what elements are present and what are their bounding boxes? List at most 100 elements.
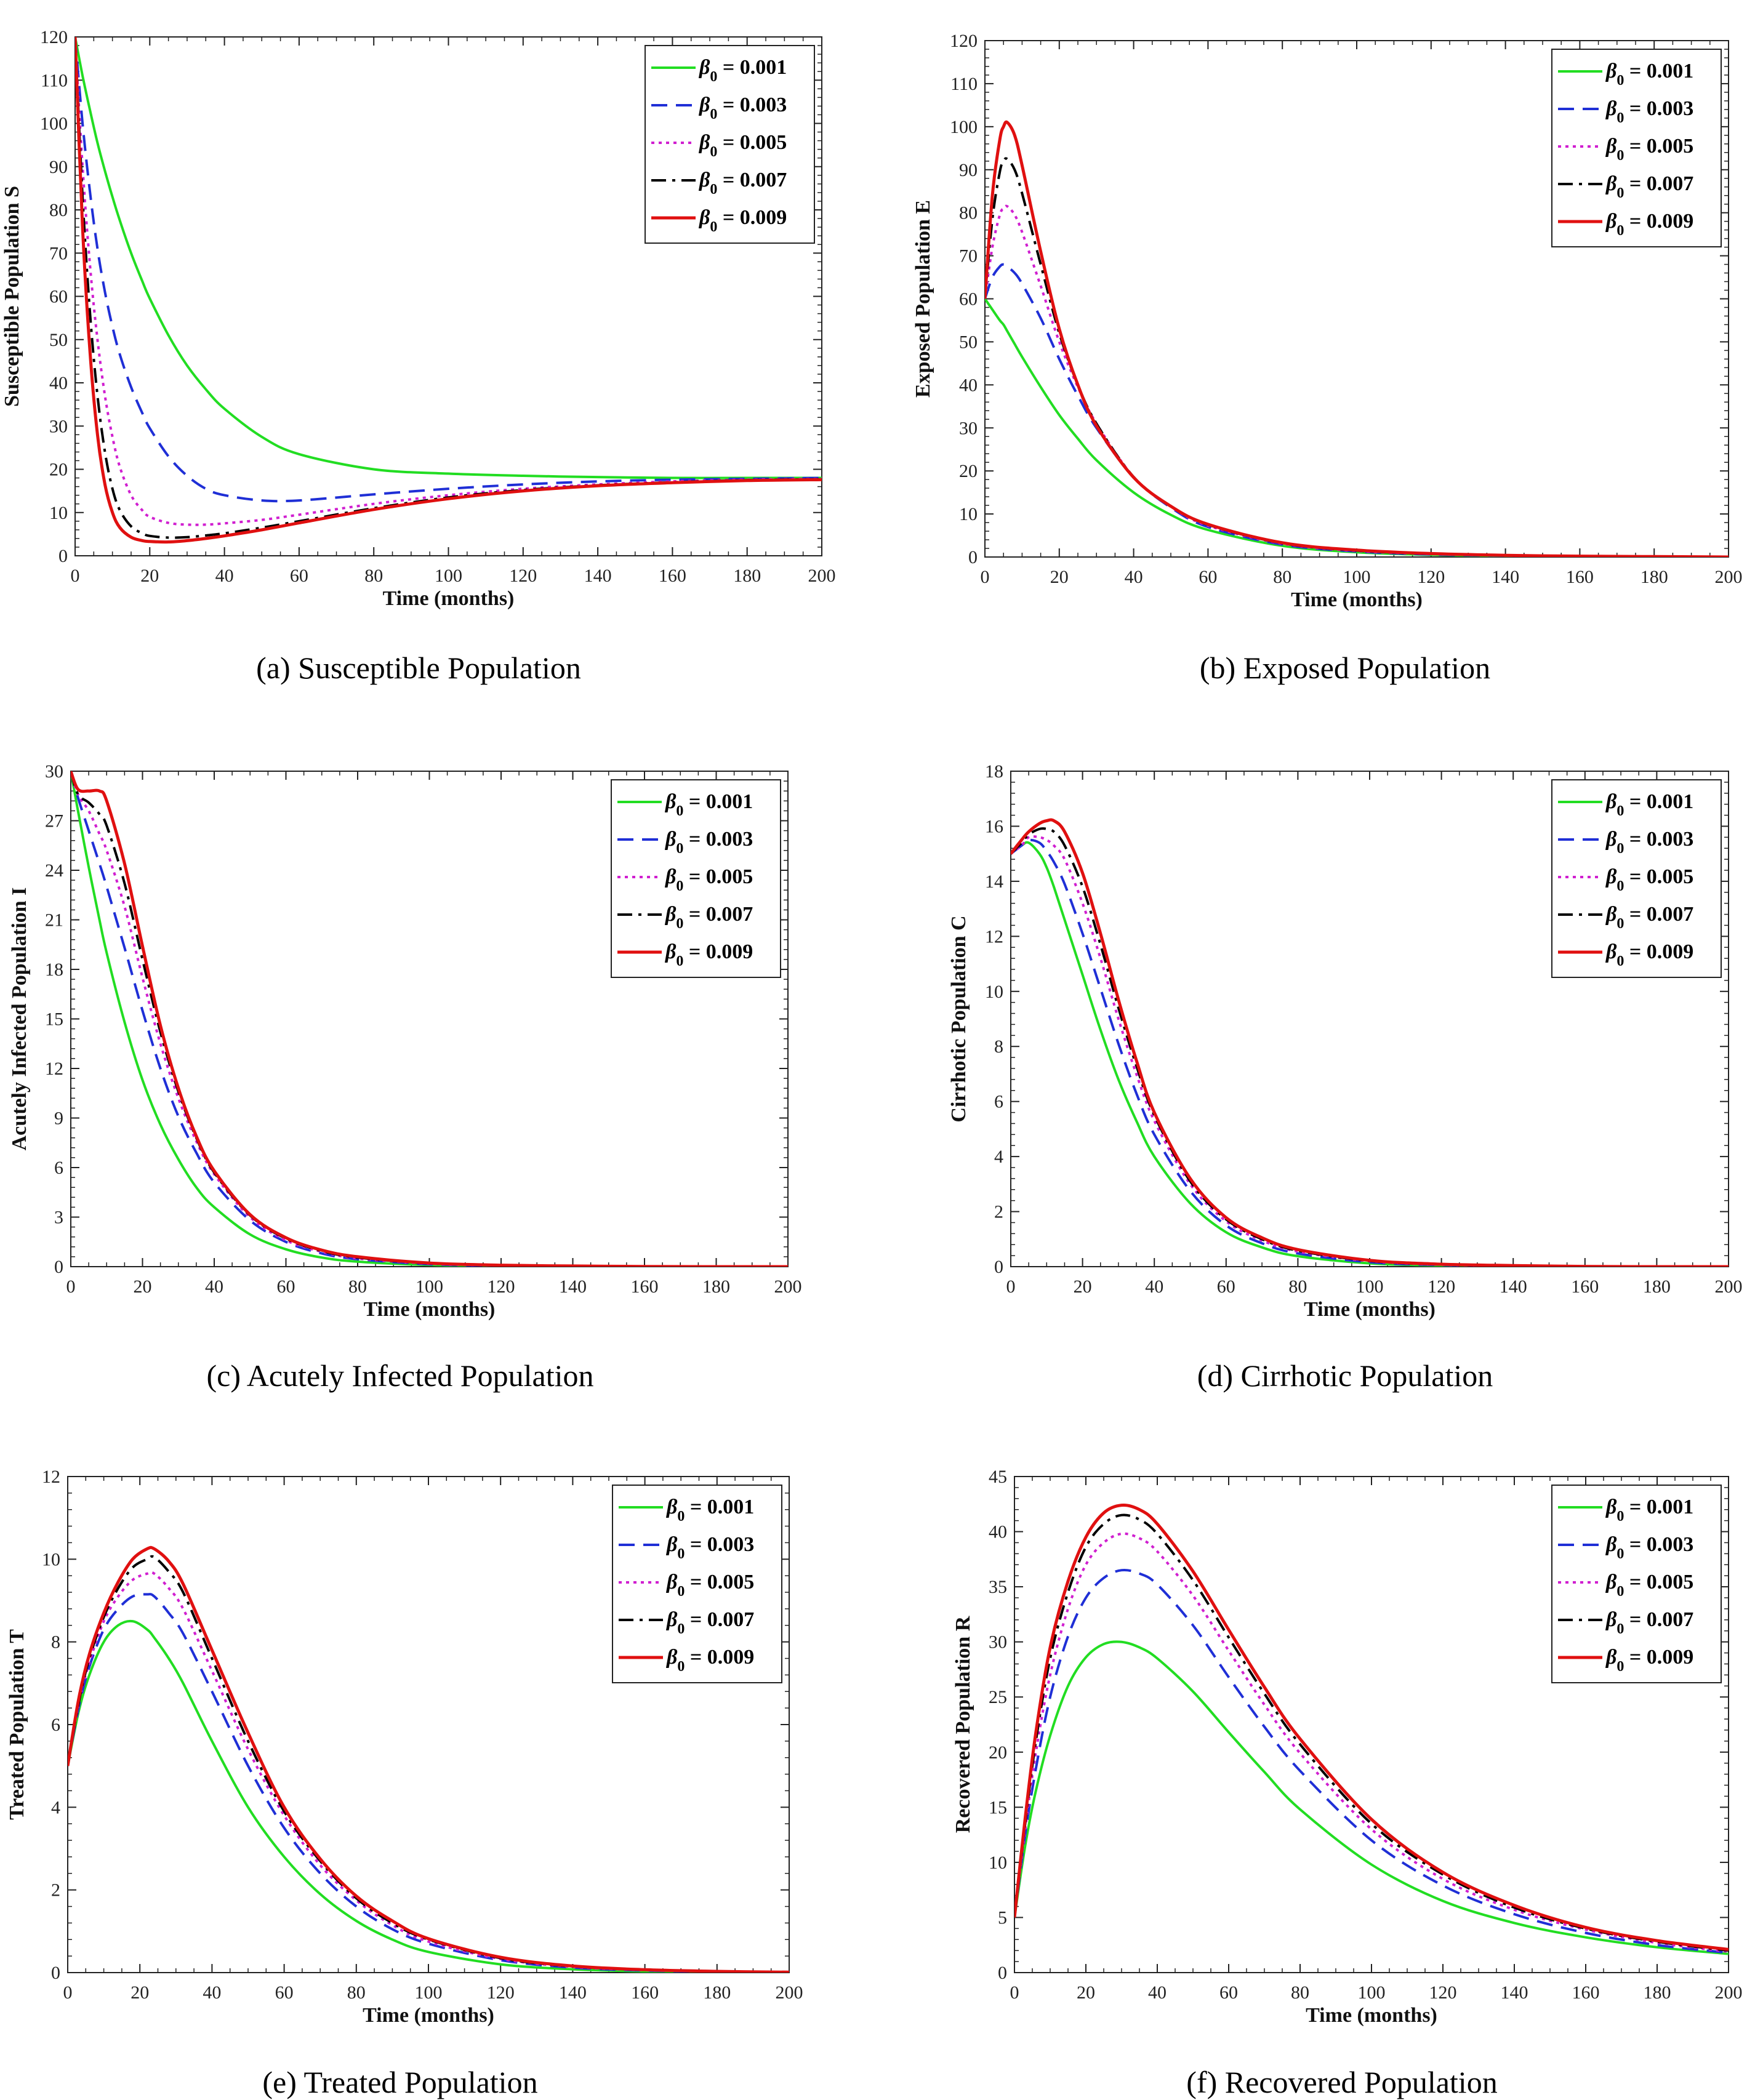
x-tick-label: 40 <box>1148 1982 1167 2003</box>
panel-treated: 0 20 40 60 80 100 120 140 160 180 200 0 2 4 6 8 10 12 Time… <box>6 1467 803 2027</box>
y-axis-label: Susceptible Population S <box>1 186 23 407</box>
legend-label-0.009: β0 = 0.009 <box>1605 210 1693 239</box>
legend-label-0.003: β0 = 0.003 <box>1605 1533 1693 1562</box>
x-tick-label: 140 <box>1492 567 1519 587</box>
x-tick-label: 180 <box>703 1982 731 2003</box>
x-tick-label: 120 <box>1429 1982 1457 2003</box>
legend-label-0.005: β0 = 0.005 <box>1605 1571 1693 1600</box>
x-tick-label: 120 <box>487 1982 515 2003</box>
x-tick-label: 160 <box>1571 1276 1599 1297</box>
series-line-beta-0.009 <box>68 1545 789 1973</box>
legend: β0 = 0.001 β0 = 0.003 β0 = 0.005 β0 = 0.007… <box>645 45 815 244</box>
y-tick-label: 0 <box>58 546 68 566</box>
x-axis-label: Time (months) <box>383 587 515 610</box>
x-axis-label: Time (months) <box>364 1298 496 1321</box>
x-tick-label: 20 <box>1077 1982 1095 2003</box>
x-tick-label: 60 <box>290 566 308 586</box>
legend-label-0.005: β0 = 0.005 <box>1605 865 1693 894</box>
x-tick-label: 100 <box>416 1276 443 1297</box>
y-tick-label: 12 <box>45 1059 63 1079</box>
series-line-beta-0.009 <box>75 37 822 544</box>
y-tick-label: 110 <box>950 74 978 94</box>
y-tick-label: 10 <box>985 982 1003 1002</box>
x-tick-label: 200 <box>776 1982 803 2003</box>
legend-label-0.007: β0 = 0.007 <box>664 903 753 932</box>
x-tick-label: 40 <box>1125 567 1143 587</box>
legend-box <box>1551 1485 1722 1683</box>
x-tick-label: 160 <box>631 1276 659 1297</box>
legend-label-0.009: β0 = 0.009 <box>1605 1646 1693 1675</box>
legend: β0 = 0.001 β0 = 0.003 β0 = 0.005 β0 = 0.007… <box>611 779 781 978</box>
legend-box <box>1551 49 1722 247</box>
series-line-beta-0.003 <box>75 37 822 503</box>
series-line-beta-0.001 <box>75 37 822 479</box>
x-tick-label: 0 <box>71 566 80 586</box>
y-tick-label: 27 <box>45 811 63 832</box>
series-line-beta-0.009 <box>985 120 1729 557</box>
y-tick-label: 21 <box>45 910 63 931</box>
y-tick-label: 90 <box>49 157 68 177</box>
x-tick-label: 180 <box>702 1276 730 1297</box>
x-axis-label: Time (months) <box>1304 1298 1436 1321</box>
y-tick-label: 120 <box>950 31 978 51</box>
legend-label-0.007: β0 = 0.007 <box>665 1608 754 1637</box>
legend-label-0.001: β0 = 0.001 <box>1605 790 1693 819</box>
caption-e: (e) Treated Population <box>262 2065 537 2099</box>
x-tick-label: 200 <box>774 1276 802 1297</box>
series-line-beta-0.003 <box>1011 838 1729 1267</box>
series-line-beta-0.001 <box>1014 1640 1729 1955</box>
y-tick-label: 30 <box>45 761 63 782</box>
y-tick-label: 18 <box>985 761 1003 782</box>
y-tick-label: 0 <box>54 1257 63 1277</box>
x-tick-label: 200 <box>808 566 836 586</box>
x-axis-label: Time (months) <box>363 2004 494 2027</box>
y-tick-label: 3 <box>54 1208 63 1228</box>
x-tick-label: 140 <box>559 1276 587 1297</box>
y-tick-label: 20 <box>989 1742 1007 1763</box>
panel-susceptible: 0 20 40 60 80 100 120 140 160 180 200 0 10 20 30 40 50 60… <box>1 27 836 610</box>
caption-b: (b) Exposed Population <box>1200 651 1490 685</box>
caption-a: (a) Susceptible Population <box>256 651 581 685</box>
y-tick-label: 12 <box>42 1467 60 1487</box>
series-line-beta-0.009 <box>71 771 788 1267</box>
legend: β0 = 0.001 β0 = 0.003 β0 = 0.005 β0 = 0.007… <box>1551 779 1722 978</box>
legend-label-0.005: β0 = 0.005 <box>698 131 787 160</box>
legend: β0 = 0.001 β0 = 0.003 β0 = 0.005 β0 = 0.007… <box>612 1485 782 1683</box>
x-tick-label: 140 <box>1501 1982 1528 2003</box>
series-line-beta-0.003 <box>1014 1568 1729 1954</box>
legend-box <box>645 45 815 244</box>
x-tick-label: 180 <box>1643 1276 1671 1297</box>
y-tick-label: 16 <box>985 816 1003 836</box>
legend-label-0.007: β0 = 0.007 <box>1605 1608 1693 1637</box>
y-tick-label: 0 <box>51 1963 60 1983</box>
x-tick-label: 80 <box>1273 567 1291 587</box>
y-axis-label: Acutely Infected Population I <box>8 888 31 1151</box>
y-tick-label: 6 <box>51 1715 60 1735</box>
y-tick-label: 20 <box>49 460 68 480</box>
series-line-beta-0.003 <box>68 1593 789 1973</box>
panel-exposed: 0 20 40 60 80 100 120 140 160 180 200 0 10 20 30 40 50 60… <box>912 31 1743 611</box>
y-tick-label: 15 <box>45 1009 63 1030</box>
y-axis-label: Treated Population T <box>6 1629 28 1820</box>
y-tick-label: 35 <box>989 1577 1007 1597</box>
legend-label-0.009: β0 = 0.009 <box>1605 940 1693 969</box>
series-line-beta-0.009 <box>1014 1503 1729 1951</box>
y-tick-label: 45 <box>989 1467 1007 1487</box>
x-tick-label: 0 <box>63 1982 73 2003</box>
x-tick-label: 160 <box>1572 1982 1600 2003</box>
x-tick-label: 100 <box>435 566 462 586</box>
y-tick-label: 15 <box>989 1797 1007 1817</box>
y-tick-label: 50 <box>49 330 68 350</box>
legend-label-0.003: β0 = 0.003 <box>665 1533 754 1562</box>
y-tick-label: 100 <box>40 114 68 134</box>
x-tick-label: 80 <box>347 1982 366 2003</box>
y-tick-label: 12 <box>985 926 1003 947</box>
y-tick-label: 30 <box>49 416 68 436</box>
x-tick-label: 200 <box>1715 567 1743 587</box>
x-tick-label: 0 <box>1010 1982 1019 2003</box>
legend-label-0.009: β0 = 0.009 <box>664 940 753 969</box>
x-tick-label: 20 <box>134 1276 152 1297</box>
x-axis-label: Time (months) <box>1306 2004 1437 2027</box>
y-axis-label: Exposed Population E <box>912 200 934 398</box>
series-line-beta-0.007 <box>1014 1513 1729 1952</box>
